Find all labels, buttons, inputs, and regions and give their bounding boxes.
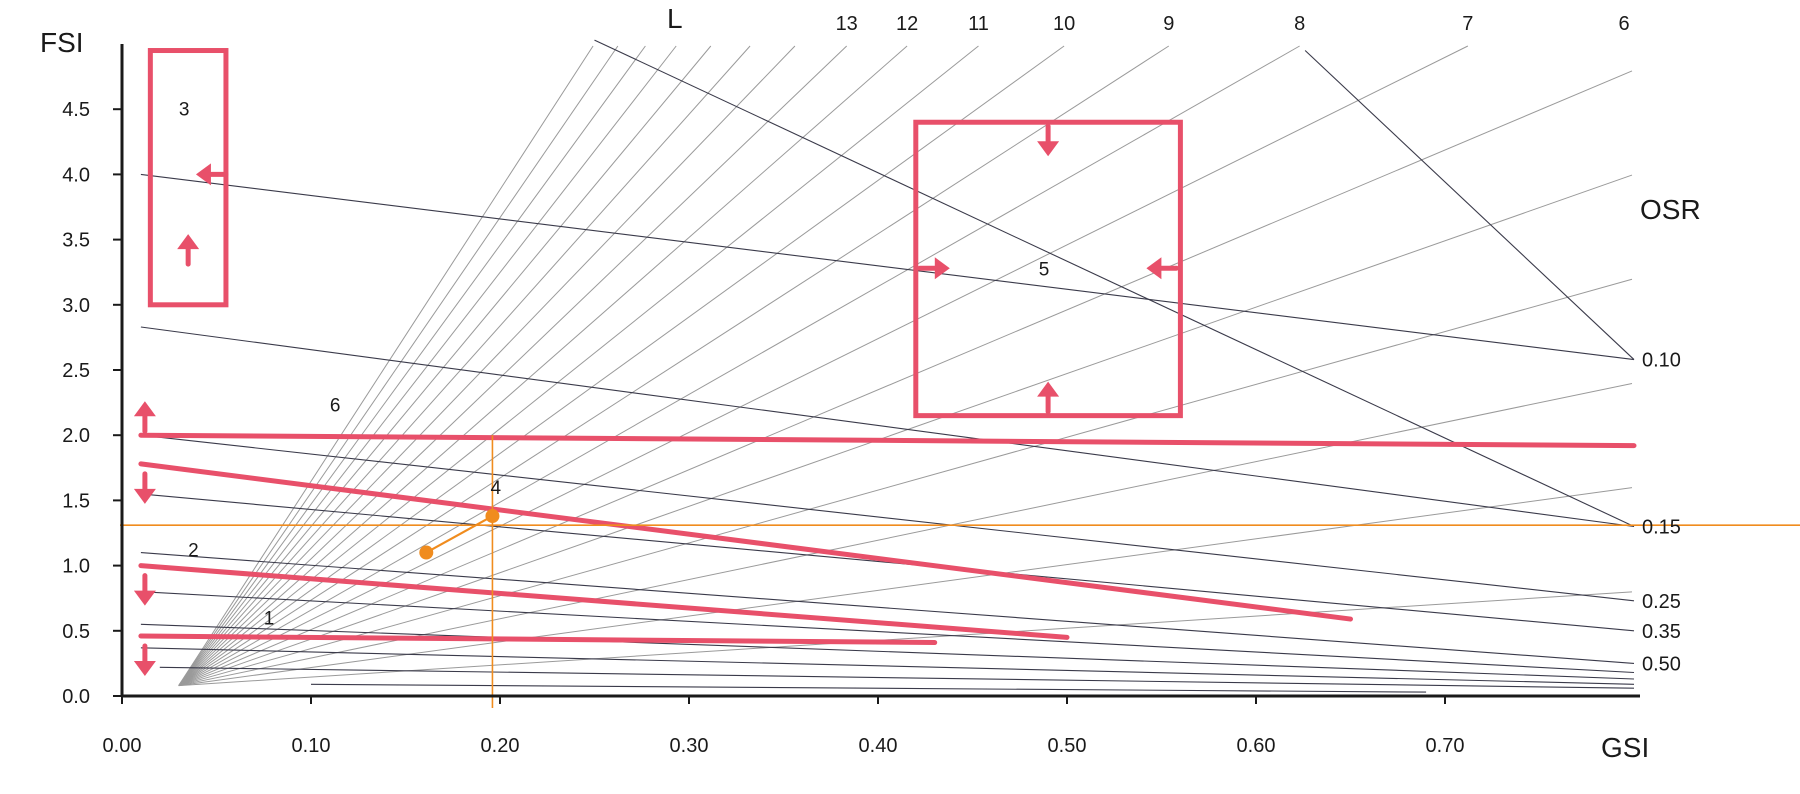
osr-line-0.35 bbox=[140, 493, 1635, 632]
layer-label-6: 6 bbox=[1618, 13, 1629, 35]
layer-label-9: 9 bbox=[1163, 13, 1174, 35]
region-5-arrow-down-head bbox=[1037, 141, 1060, 157]
osr-line-0.10 bbox=[140, 173, 1635, 361]
y-tick-label-0.0: 0.0 bbox=[62, 686, 90, 708]
region-3-arrow-left-head bbox=[195, 163, 211, 186]
layer-label-8: 8 bbox=[1294, 13, 1305, 35]
layer-label-10: 10 bbox=[1053, 13, 1075, 35]
x-tick-label-0.00: 0.00 bbox=[103, 735, 142, 757]
y-axis-title: FSI bbox=[40, 27, 84, 58]
region-5-arrow-right-head bbox=[934, 257, 950, 280]
x-tick-label-0.60: 0.60 bbox=[1237, 735, 1276, 757]
y-tick-label-2.0: 2.0 bbox=[62, 425, 90, 447]
layer-lines-group bbox=[178, 45, 1633, 687]
region-3-label: 3 bbox=[179, 100, 190, 121]
layer-line-13 bbox=[178, 45, 848, 686]
osr-line-1.1 bbox=[140, 647, 1635, 685]
region-6-line bbox=[138, 432, 1637, 449]
osr-line-0.15 bbox=[140, 326, 1635, 528]
osr-axis-title: OSR bbox=[1640, 194, 1701, 225]
highlight-group bbox=[120, 435, 1800, 708]
y-tick-label-1.0: 1.0 bbox=[62, 556, 90, 578]
x-tick-label-0.10: 0.10 bbox=[292, 735, 331, 757]
region-4-label: 4 bbox=[491, 478, 502, 499]
x-tick-label-0.20: 0.20 bbox=[481, 735, 520, 757]
region-3-arrow-up-head bbox=[177, 234, 200, 250]
layer-line-8 bbox=[178, 45, 1300, 687]
layer-line-7 bbox=[178, 45, 1469, 687]
layer-label-13: 13 bbox=[836, 13, 858, 35]
layer-line-9 bbox=[178, 45, 1170, 686]
region-2-line bbox=[138, 563, 1070, 640]
layer-line-19 bbox=[178, 45, 619, 686]
osr-line-1.5 bbox=[159, 666, 1635, 689]
osr-label-0.25: 0.25 bbox=[1642, 591, 1681, 613]
osr-line-0.50 bbox=[140, 552, 1635, 664]
y-tick-label-2.5: 2.5 bbox=[62, 360, 90, 382]
layer-line-12 bbox=[178, 45, 908, 686]
x-tick-label-0.40: 0.40 bbox=[859, 735, 898, 757]
x-tick-label-0.30: 0.30 bbox=[670, 735, 709, 757]
layer-line-11 bbox=[178, 45, 979, 686]
x-tick-label-0.50: 0.50 bbox=[1048, 735, 1087, 757]
layer-line-3 bbox=[178, 382, 1633, 687]
y-tick-label-1.5: 1.5 bbox=[62, 490, 90, 512]
regions-group bbox=[133, 48, 1637, 677]
highlight-connector bbox=[425, 515, 493, 554]
region-2-arrow-down-head bbox=[133, 590, 156, 606]
osr-label-0.15: 0.15 bbox=[1642, 516, 1681, 538]
layer-label-12: 12 bbox=[896, 13, 918, 35]
osr-line-0.85 bbox=[140, 623, 1635, 680]
layer-line-10 bbox=[178, 45, 1065, 686]
osr-lines-group bbox=[140, 39, 1635, 693]
region-1-label: 1 bbox=[264, 608, 275, 629]
layer-line-15 bbox=[178, 45, 751, 686]
layer-label-11: 11 bbox=[968, 13, 989, 35]
osr-line-0.25 bbox=[140, 434, 1635, 602]
y-tick-label-4.5: 4.5 bbox=[62, 99, 90, 121]
region-5-arrow-up-head bbox=[1037, 381, 1060, 397]
region-1-line bbox=[138, 633, 938, 646]
osr-line-2.5 bbox=[310, 683, 1427, 693]
layer-line-6 bbox=[178, 70, 1633, 687]
layer-line-18 bbox=[178, 45, 646, 686]
boundary-line bbox=[1304, 50, 1635, 360]
labels-group: FSI GSI L OSR 6789101112130.100.150.250.… bbox=[40, 3, 1701, 763]
region-2-label: 2 bbox=[188, 540, 199, 561]
region-6-label: 6 bbox=[330, 396, 341, 417]
highlight-point-from bbox=[419, 545, 434, 560]
x-tick-label-0.70: 0.70 bbox=[1426, 735, 1465, 757]
layer-line-5 bbox=[178, 174, 1633, 687]
layer-label-7: 7 bbox=[1462, 13, 1473, 35]
region-4-line bbox=[138, 461, 1353, 622]
layer-line-4 bbox=[178, 278, 1633, 687]
region-5-arrow-left-head bbox=[1146, 257, 1162, 280]
osr-label-0.10: 0.10 bbox=[1642, 350, 1681, 372]
layer-line-20 bbox=[178, 45, 594, 686]
y-tick-label-0.5: 0.5 bbox=[62, 621, 90, 643]
highlight-point-to bbox=[485, 509, 500, 524]
axes-group: 0.00 0.10 0.20 0.30 0.40 0.50 0.60 0.70 0.0 0.5 1.… bbox=[62, 44, 1640, 757]
osr-line-L-limit bbox=[594, 39, 1635, 527]
osr-line-0.65 bbox=[140, 591, 1635, 674]
region-5-box bbox=[913, 119, 1183, 419]
y-tick-label-4.0: 4.0 bbox=[62, 164, 90, 186]
region-4-arrow-down-head bbox=[133, 488, 156, 504]
x-axis-title: GSI bbox=[1601, 732, 1649, 763]
layer-line-2 bbox=[178, 487, 1633, 687]
layer-line-14 bbox=[178, 45, 796, 686]
osr-label-0.35: 0.35 bbox=[1642, 621, 1681, 643]
layer-line-1 bbox=[178, 591, 1633, 687]
y-tick-label-3.0: 3.0 bbox=[62, 295, 90, 317]
osr-label-0.50: 0.50 bbox=[1642, 653, 1681, 675]
region-3-box bbox=[147, 48, 229, 308]
region-1-arrow-down-head bbox=[133, 661, 156, 677]
layer-line-16 bbox=[178, 45, 712, 686]
layer-axis-title: L bbox=[667, 3, 683, 34]
region-5-label: 5 bbox=[1039, 259, 1050, 280]
region-6-arrow-up-head bbox=[133, 401, 156, 417]
y-tick-label-3.5: 3.5 bbox=[62, 230, 90, 252]
